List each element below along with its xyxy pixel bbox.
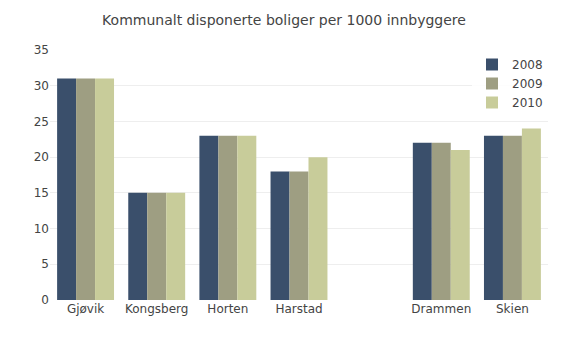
svg-text:Harstad: Harstad [275, 302, 322, 316]
svg-text:0: 0 [41, 293, 49, 307]
svg-text:Skien: Skien [496, 302, 529, 316]
svg-text:5: 5 [41, 257, 49, 271]
svg-text:30: 30 [34, 79, 49, 93]
svg-text:Drammen: Drammen [411, 302, 471, 316]
svg-text:35: 35 [34, 43, 49, 57]
svg-text:2009: 2009 [512, 77, 543, 91]
svg-text:2008: 2008 [512, 58, 543, 72]
svg-text:20: 20 [34, 150, 49, 164]
svg-text:10: 10 [34, 222, 49, 236]
svg-text:Kongsberg: Kongsberg [125, 302, 188, 316]
svg-text:2010: 2010 [512, 96, 543, 110]
svg-text:15: 15 [34, 186, 49, 200]
svg-text:Gjøvik: Gjøvik [67, 302, 104, 316]
svg-text:25: 25 [34, 115, 49, 129]
svg-text:Kommunalt disponerte boliger p: Kommunalt disponerte boliger per 1000 in… [102, 12, 466, 28]
svg-text:Horten: Horten [207, 302, 248, 316]
